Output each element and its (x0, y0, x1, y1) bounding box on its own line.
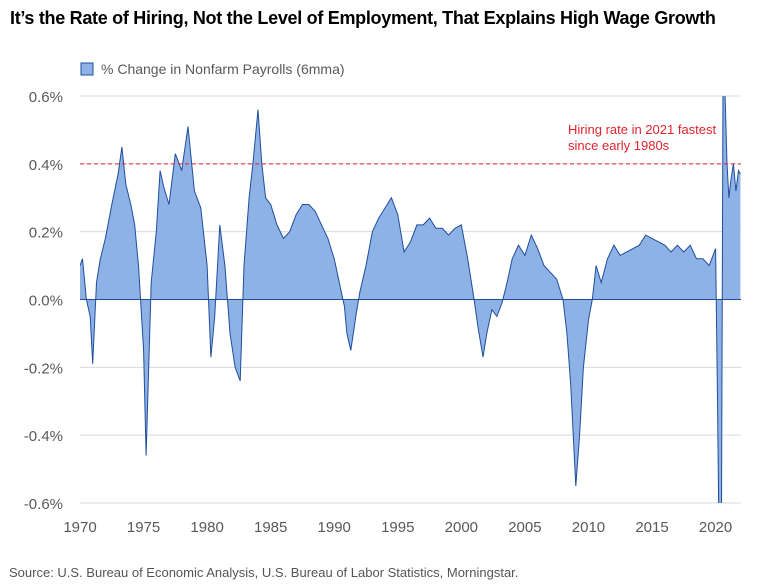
x-tick-label: 1985 (254, 519, 287, 536)
y-tick-label: 0.2% (29, 225, 63, 242)
source-note: Source: U.S. Bureau of Economic Analysis… (9, 565, 519, 580)
x-tick-label: 2000 (445, 519, 478, 536)
annotation-text: Hiring rate in 2021 fastest since early 1… (568, 122, 717, 153)
y-tick-label: 0.0% (29, 293, 63, 310)
x-tick-label: 1970 (63, 519, 96, 536)
x-tick-label: 1980 (190, 519, 223, 536)
x-tick-label: 2005 (508, 519, 541, 536)
y-tick-label: 0.6% (29, 89, 63, 106)
series-line (80, 96, 741, 503)
legend-label: % Change in Nonfarm Payrolls (6mma) (101, 61, 345, 77)
chart-title: It’s the Rate of Hiring, Not the Level o… (10, 8, 716, 28)
y-tick-label: -0.2% (24, 360, 63, 377)
x-tick-label: 2020 (699, 519, 732, 536)
x-tick-label: 1975 (127, 519, 160, 536)
x-tick-label: 1990 (318, 519, 351, 536)
legend-swatch (80, 62, 94, 76)
annotation-line: Hiring rate in 2021 fastest (568, 122, 717, 137)
x-tick-label: 2015 (635, 519, 668, 536)
y-tick-label: 0.4% (29, 157, 63, 174)
y-tick-label: -0.6% (24, 496, 63, 513)
annotation-line: since early 1980s (568, 138, 670, 153)
x-tick-label: 1995 (381, 519, 414, 536)
area-chart: -0.6% -0.4% -0.2% 0.0% 0.2% 0.4% 0.6% 1970 1975 1… (24, 61, 741, 536)
x-tick-label: 2010 (572, 519, 605, 536)
y-tick-label: -0.4% (24, 428, 63, 445)
